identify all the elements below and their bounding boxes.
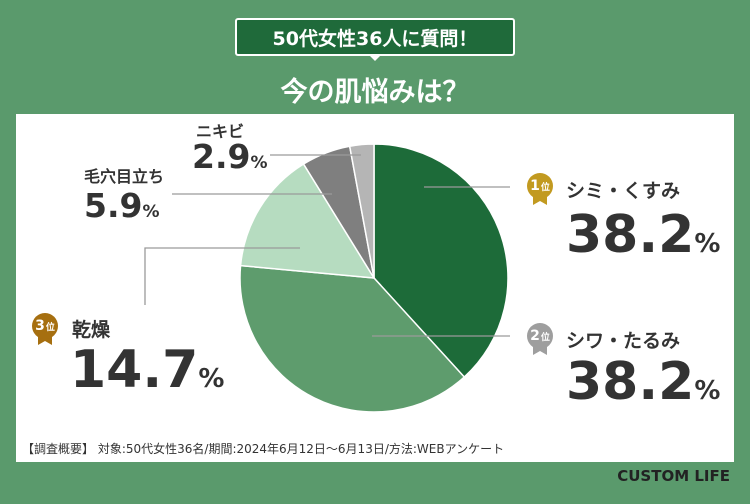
label-shiwa-pct: 38.2: [566, 352, 695, 412]
label-shiwa-unit: %: [694, 376, 721, 406]
label-shimi-pct: 38.2: [566, 205, 695, 265]
badge-pointer: [368, 54, 382, 61]
label-kanso-unit: %: [198, 364, 225, 394]
brand-logo: CUSTOM LIFE: [617, 467, 730, 485]
slice-kanso: [239, 162, 376, 279]
label-kanso-name: 乾燥: [72, 319, 111, 341]
slice-shimi: [373, 143, 509, 379]
leader-kanso: [144, 247, 300, 305]
rank-2-number: 2: [530, 328, 540, 344]
label-keana-value: 5.9%: [84, 186, 160, 225]
label-nikibi-pct: 2.9: [192, 137, 251, 176]
rank-2-suffix: 位: [540, 332, 550, 343]
label-kanso-value: 14.7%: [70, 340, 224, 400]
label-nikibi-name: ニキビ: [196, 122, 245, 141]
label-shimi-unit: %: [694, 229, 721, 259]
survey-summary: 【調査概要】 対象:50代女性36名/期間:2024年6月12日〜6月13日/方…: [22, 442, 505, 456]
label-keana-pct: 5.9: [84, 186, 143, 225]
label-shimi-name: シミ・くすみ: [566, 180, 681, 202]
label-shiwa-value: 38.2%: [566, 352, 720, 412]
label-keana-name: 毛穴目立ち: [84, 167, 165, 186]
label-keana-unit: %: [142, 202, 160, 222]
header-badge: 50代女性36人に質問！: [235, 18, 515, 56]
rank-3-number: 3: [35, 318, 45, 334]
page-title: 今の肌悩みは？: [280, 77, 470, 108]
slice-shiwa: [239, 264, 466, 413]
label-shimi-value: 38.2%: [566, 205, 720, 265]
rank-1-number: 1: [530, 178, 540, 194]
rank-1-suffix: 位: [540, 182, 550, 193]
label-nikibi-unit: %: [250, 153, 268, 173]
rank-3-suffix: 位: [45, 322, 55, 333]
label-kanso-pct: 14.7: [70, 340, 199, 400]
slice-nikibi: [348, 143, 375, 279]
label-shiwa-name: シワ・たるみ: [566, 330, 681, 352]
label-nikibi-value: 2.9%: [192, 137, 268, 176]
